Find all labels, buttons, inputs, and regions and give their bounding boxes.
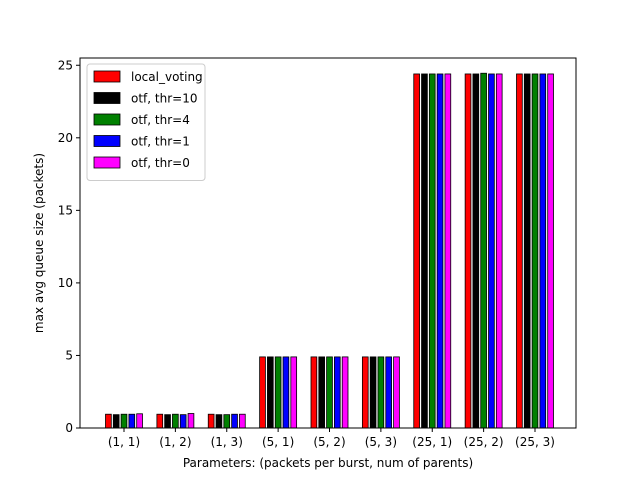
bar-local-voting-5 (361, 356, 369, 429)
bar-otf-thr-4-0 (120, 413, 128, 429)
x-tick-label: (1, 1) (108, 435, 140, 449)
legend: local_voting otf, thr=10 otf, thr=4 otf, th… (86, 63, 206, 181)
y-axis: 0 5 10 15 20 25 (58, 58, 80, 435)
bar-otf-thr-0-4 (341, 356, 349, 429)
legend-swatch (93, 156, 121, 169)
bar-local-voting-8 (516, 73, 523, 429)
bar-otf-thr-0-7 (495, 73, 503, 429)
bar-otf-thr-1-3 (282, 356, 290, 429)
bar-otf-thr-1-4 (333, 356, 341, 429)
bar-otf-thr-1-6 (436, 73, 444, 429)
bar-otf-thr-0-0 (136, 413, 143, 429)
x-tick-label: (5, 3) (365, 435, 397, 449)
bar-otf-thr-0-1 (187, 413, 195, 429)
bar-local-voting-6 (413, 73, 420, 429)
legend-swatch (93, 135, 121, 147)
y-tick-label: 10 (58, 276, 73, 290)
x-axis: (1, 1) (1, 2) (1, 3) (5, 1) (5, 2) (5, 3) (25,… (108, 428, 555, 449)
bar-otf-thr-4-3 (274, 356, 282, 429)
bar-otf-thr-0-3 (290, 356, 298, 429)
plot-area-frame (79, 57, 577, 429)
x-tick-label: (5, 1) (262, 435, 294, 449)
bar-otf-thr-4-4 (326, 356, 333, 429)
bar-otf-thr-1-0 (128, 413, 136, 429)
y-tick-label: 20 (58, 131, 73, 145)
bar-otf-thr-1-5 (385, 356, 392, 429)
x-tick-label: (1, 3) (211, 435, 243, 449)
bar-local-voting-4 (310, 356, 318, 429)
bar-otf-thr-0-2 (239, 413, 246, 429)
bar-otf-thr-10-5 (369, 356, 377, 429)
y-axis-label: max avg queue size (packets) (32, 153, 46, 333)
legend-label: otf, thr=0 (131, 156, 190, 170)
bar-local-voting-7 (464, 73, 472, 429)
bar-otf-thr-4-6 (428, 73, 436, 429)
bar-otf-thr-0-5 (393, 356, 400, 429)
bar-otf-thr-1-8 (539, 73, 547, 429)
y-tick-label: 15 (58, 203, 73, 217)
legend-swatch (93, 70, 121, 83)
bar-local-voting-0 (105, 413, 112, 429)
x-axis-label: Parameters: (packets per burst, num of p… (183, 456, 473, 470)
legend-label: otf, thr=10 (131, 92, 197, 106)
x-tick-label: (1, 2) (159, 435, 191, 449)
bar-local-voting-3 (259, 356, 266, 429)
legend-label: otf, thr=1 (131, 135, 190, 149)
y-tick-label: 25 (58, 58, 73, 72)
bar-otf-thr-10-8 (523, 73, 531, 429)
legend-label: otf, thr=4 (131, 113, 190, 127)
bar-otf-thr-1-1 (179, 414, 187, 429)
bar-otf-thr-10-4 (318, 356, 325, 429)
legend-swatch (93, 92, 121, 104)
y-tick-label: 0 (65, 421, 73, 435)
y-tick-label: 5 (65, 348, 73, 362)
bar-otf-thr-4-1 (172, 413, 179, 429)
bar-otf-thr-4-5 (377, 356, 385, 429)
x-tick-label: (5, 2) (313, 435, 345, 449)
bar-local-voting-1 (156, 413, 164, 429)
bar-otf-thr-1-2 (231, 413, 238, 429)
bar-otf-thr-10-3 (267, 356, 274, 429)
bar-otf-thr-10-2 (215, 414, 223, 429)
bar-otf-thr-10-6 (421, 73, 428, 429)
bar-otf-thr-10-0 (112, 414, 120, 429)
bar-local-voting-2 (207, 413, 215, 429)
bar-otf-thr-4-8 (531, 73, 539, 429)
x-tick-label: (25, 3) (515, 435, 555, 449)
bar-otf-thr-0-6 (444, 73, 452, 429)
bar-otf-thr-4-2 (223, 414, 231, 429)
bar-otf-thr-0-8 (547, 73, 554, 429)
x-tick-label: (25, 1) (412, 435, 452, 449)
legend-label: local_voting (131, 70, 203, 84)
x-tick-label: (25, 2) (464, 435, 504, 449)
bar-otf-thr-10-7 (472, 73, 480, 429)
legend-swatch (93, 113, 121, 126)
bar-otf-thr-1-7 (488, 73, 495, 429)
bar-otf-thr-10-1 (164, 414, 171, 429)
bar-otf-thr-4-7 (480, 72, 487, 429)
